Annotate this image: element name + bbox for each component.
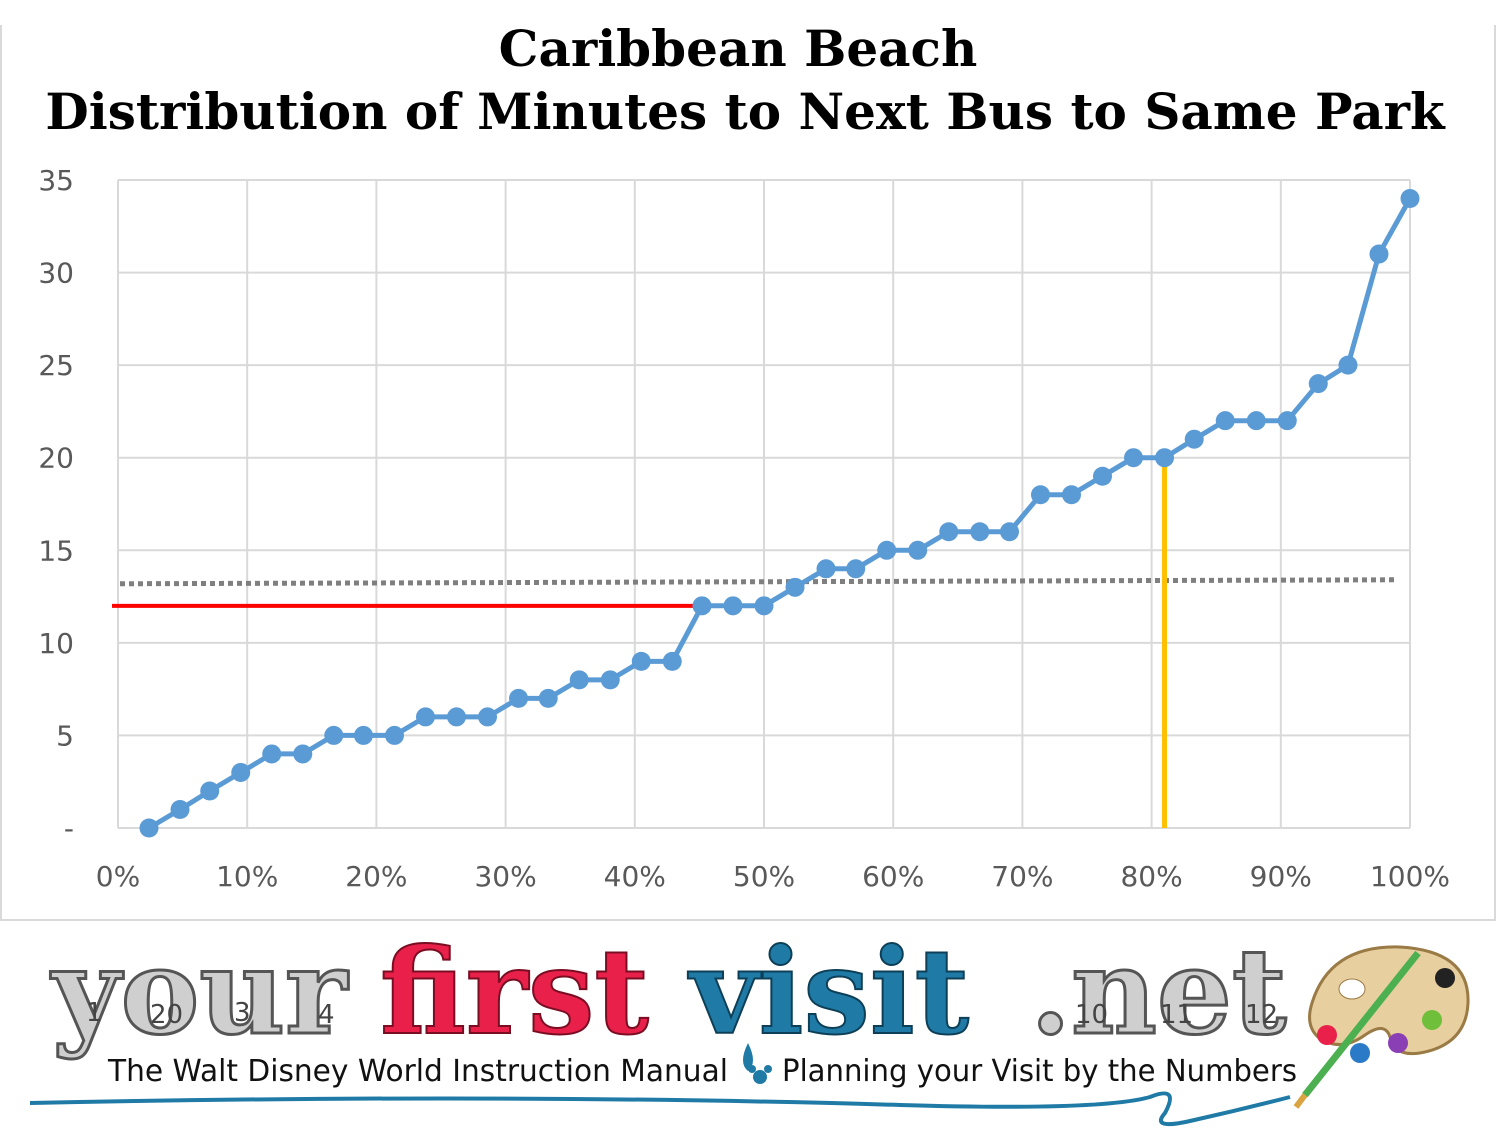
y-tick-label: -	[64, 812, 74, 845]
swoosh-underline	[29, 1091, 1291, 1127]
data-point	[754, 596, 774, 616]
gridlines	[117, 179, 1411, 829]
data-point	[1277, 411, 1297, 431]
logo-first: first	[380, 925, 649, 1061]
data-point	[170, 799, 190, 819]
data-point	[846, 559, 866, 579]
x-axis-ticks: 0% 10% 20% 30% 40% 50% 60% 70% 80% 90% 100%	[96, 860, 1450, 893]
data-point	[908, 540, 928, 560]
data-point	[600, 670, 620, 690]
x-tick-label: 80%	[1120, 860, 1182, 893]
y-tick-label: 25	[38, 349, 74, 382]
data-point	[999, 522, 1019, 542]
tagline-left: The Walt Disney World Instruction Manual	[107, 1054, 728, 1089]
data-point	[509, 688, 529, 708]
paint-palette-icon	[1293, 945, 1470, 1109]
site-banner: your first visit .net 1 20 3 4 10 11 12 …	[29, 925, 1470, 1127]
x-tick-label: 40%	[604, 860, 666, 893]
data-point	[662, 651, 682, 671]
data-point	[692, 596, 712, 616]
data-point	[939, 522, 959, 542]
data-point	[293, 744, 313, 764]
data-point	[200, 781, 220, 801]
data-point	[785, 577, 805, 597]
data-point	[1246, 411, 1266, 431]
y-tick-label: 10	[38, 627, 74, 660]
x-tick-label: 100%	[1370, 860, 1450, 893]
data-point	[1030, 485, 1050, 505]
data-point	[1400, 189, 1420, 209]
data-point	[1215, 411, 1235, 431]
data-point	[816, 559, 836, 579]
tagline-right: Planning your Visit by the Numbers	[782, 1054, 1297, 1089]
data-point	[970, 522, 990, 542]
data-point	[723, 596, 743, 616]
x-tick-label: 60%	[862, 860, 924, 893]
data-point	[877, 540, 897, 560]
data-point	[415, 707, 435, 727]
data-point	[1155, 448, 1175, 468]
chart-title-line-1: Caribbean Beach	[499, 19, 978, 78]
x-tick-label: 20%	[345, 860, 407, 893]
data-point	[1184, 429, 1204, 449]
mickey-drop-icon	[743, 1043, 772, 1084]
data-point	[231, 762, 251, 782]
data-point	[631, 651, 651, 671]
data-point	[1308, 374, 1328, 394]
data-point	[478, 707, 498, 727]
calendar-number: 10	[1075, 1000, 1108, 1030]
data-point	[353, 725, 373, 745]
calendar-number: 11	[1160, 1000, 1193, 1030]
average-dotted-line	[119, 577, 1398, 587]
data-point	[1093, 466, 1113, 486]
x-tick-label: 10%	[216, 860, 278, 893]
y-tick-label: 30	[38, 257, 74, 290]
reference-lines	[112, 457, 1398, 828]
calendar-number: 3	[234, 998, 251, 1028]
logo-your: your	[50, 925, 349, 1061]
y-tick-label: 15	[38, 534, 74, 567]
data-point	[139, 818, 159, 838]
data-point	[384, 725, 404, 745]
data-point	[569, 670, 589, 690]
calendar-number: 20	[150, 1000, 183, 1030]
calendar-number: 12	[1245, 1000, 1278, 1030]
logo-net: .net	[1030, 925, 1286, 1061]
data-point	[447, 707, 467, 727]
x-tick-label: 90%	[1250, 860, 1312, 893]
data-point	[1369, 244, 1389, 264]
banner-logo: your first visit .net 1 20 3 4 10 11 12 …	[29, 925, 1297, 1127]
chart-title-line-2: Distribution of Minutes to Next Bus to S…	[45, 82, 1446, 141]
calendar-number: 4	[318, 1000, 335, 1030]
calendar-number: 1	[86, 998, 103, 1028]
y-tick-label: 20	[38, 442, 74, 475]
x-tick-label: 0%	[96, 860, 140, 893]
data-point	[1061, 485, 1081, 505]
chart-frame	[0, 25, 1496, 921]
data-point	[1338, 355, 1358, 375]
data-point	[1124, 448, 1144, 468]
data-point	[538, 688, 558, 708]
data-points	[139, 189, 1420, 838]
x-tick-label: 70%	[991, 860, 1053, 893]
calendar-numbers: 1 20 3 4 10 11 12	[86, 998, 1278, 1030]
y-tick-label: 35	[38, 164, 74, 197]
logo-visit: visit	[687, 925, 969, 1061]
x-tick-label: 50%	[733, 860, 795, 893]
chart: Caribbean Beach Distribution of Minutes …	[38, 19, 1450, 893]
y-tick-label: 5	[56, 719, 74, 752]
data-point	[262, 744, 282, 764]
x-tick-label: 30%	[474, 860, 536, 893]
data-point	[324, 725, 344, 745]
y-axis-ticks: - 5 10 15 20 25 30 35	[38, 164, 74, 845]
